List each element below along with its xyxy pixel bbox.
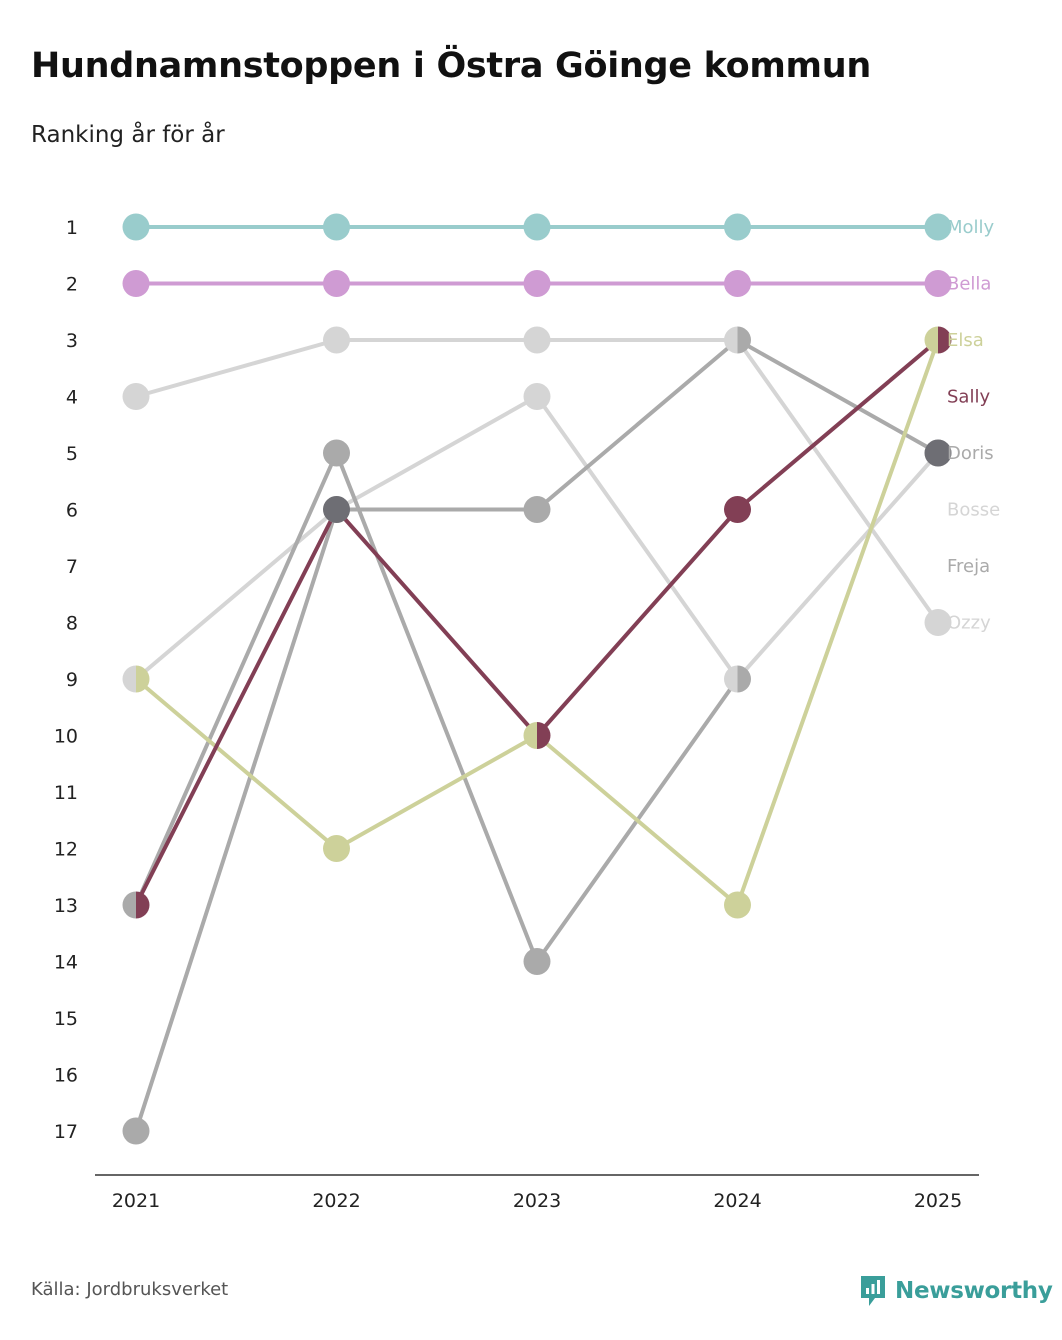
- point-ozzy-2025[interactable]: [924, 609, 952, 636]
- y-tick-label: 13: [54, 895, 78, 917]
- point-highlight-doris[interactable]: [323, 496, 350, 523]
- y-tick-label: 7: [66, 556, 78, 578]
- x-tick-label: 2021: [112, 1190, 160, 1212]
- point-freja-2024[interactable]: [737, 665, 752, 693]
- series-end-labels: Molly Bella Elsa Sally Doris Bosse Freja Ozzy: [947, 217, 1000, 634]
- x-tick-label: 2024: [713, 1190, 761, 1212]
- point-bella-2024[interactable]: [724, 270, 751, 297]
- y-tick-label: 8: [66, 613, 78, 635]
- x-tick-label: 2023: [513, 1190, 561, 1212]
- point-bella-2022[interactable]: [323, 270, 350, 297]
- point-elsa-2025[interactable]: [924, 326, 939, 354]
- point-molly-2021[interactable]: [122, 213, 150, 241]
- point-elsa-2022[interactable]: [323, 835, 350, 862]
- y-tick-label: 14: [54, 952, 78, 974]
- x-tick-label: 2025: [914, 1190, 962, 1212]
- series-line-freja[interactable]: [134, 451, 740, 964]
- point-ozzy-2021[interactable]: [122, 383, 150, 410]
- point-molly-2022[interactable]: [323, 213, 350, 241]
- point-sally-2024[interactable]: [724, 496, 751, 523]
- y-tick-label: 15: [54, 1008, 78, 1030]
- point-molly-2025[interactable]: [924, 213, 952, 241]
- point-molly-2024[interactable]: [724, 213, 751, 241]
- point-sally-2025[interactable]: [938, 326, 952, 354]
- point-sally-2023[interactable]: [537, 722, 551, 749]
- y-tick-label: 11: [54, 782, 78, 804]
- end-label-freja: Freja: [947, 556, 990, 577]
- point-doris-2023[interactable]: [523, 496, 551, 523]
- point-bosse-2024[interactable]: [724, 665, 738, 693]
- y-tick-label: 1: [66, 217, 78, 239]
- series-line-ozzy[interactable]: [134, 338, 940, 625]
- end-label-sally: Sally: [947, 387, 990, 408]
- series-lines: [134, 225, 940, 1133]
- chart-subtitle: Ranking år för år: [31, 122, 225, 148]
- x-tick-label: 2022: [312, 1190, 360, 1212]
- y-tick-label: 10: [54, 726, 78, 748]
- point-ozzy-2023[interactable]: [523, 326, 551, 354]
- y-tick-label: 3: [66, 330, 78, 352]
- y-tick-label: 9: [66, 669, 78, 691]
- point-freja-2021[interactable]: [122, 891, 137, 919]
- end-label-ozzy: Ozzy: [947, 613, 991, 634]
- series-points: [122, 213, 952, 1145]
- end-label-bella: Bella: [947, 274, 991, 295]
- y-tick-label: 6: [66, 500, 78, 522]
- newsworthy-logo-icon: [861, 1276, 885, 1306]
- point-bella-2023[interactable]: [523, 270, 551, 297]
- y-tick-label: 16: [54, 1065, 78, 1087]
- end-label-bosse: Bosse: [947, 500, 1000, 521]
- y-tick-label: 4: [66, 387, 78, 409]
- point-freja-2023[interactable]: [523, 948, 551, 975]
- point-bella-2021[interactable]: [122, 270, 150, 297]
- point-molly-2023[interactable]: [523, 213, 551, 241]
- end-label-doris: Doris: [947, 443, 994, 464]
- newsworthy-brand[interactable]: Newsworthy: [859, 1274, 1053, 1308]
- point-bosse-2021[interactable]: [122, 665, 137, 693]
- point-sally-2021[interactable]: [136, 891, 150, 919]
- source-note: Källa: Jordbruksverket: [31, 1279, 229, 1300]
- point-elsa-2023[interactable]: [523, 722, 538, 749]
- point-ozzy-2022[interactable]: [323, 326, 350, 354]
- point-bella-2025[interactable]: [924, 270, 952, 297]
- newsworthy-brand-name: Newsworthy: [895, 1278, 1053, 1304]
- series-line-elsa[interactable]: [134, 338, 940, 907]
- y-tick-label: 12: [54, 839, 78, 861]
- end-label-elsa: Elsa: [947, 330, 984, 351]
- point-elsa-2024[interactable]: [724, 891, 751, 919]
- point-bosse-2023[interactable]: [523, 383, 551, 410]
- y-tick-label: 2: [66, 274, 78, 296]
- end-label-molly: Molly: [947, 217, 995, 238]
- point-freja-2022[interactable]: [323, 439, 350, 467]
- chart-title: Hundnamnstoppen i Östra Göinge kommun: [31, 46, 871, 86]
- series-line-sally[interactable]: [134, 338, 940, 907]
- y-tick-label: 5: [66, 443, 78, 465]
- point-elsa-2021[interactable]: [136, 665, 150, 693]
- point-ozzy-2024[interactable]: [724, 326, 738, 354]
- point-highlight-doris[interactable]: [924, 439, 952, 467]
- point-doris-2024[interactable]: [737, 326, 752, 354]
- x-axis: 2021 2022 2023 2024 2025: [95, 1174, 979, 1212]
- y-tick-label: 17: [54, 1121, 78, 1143]
- point-doris-2021[interactable]: [122, 1117, 150, 1145]
